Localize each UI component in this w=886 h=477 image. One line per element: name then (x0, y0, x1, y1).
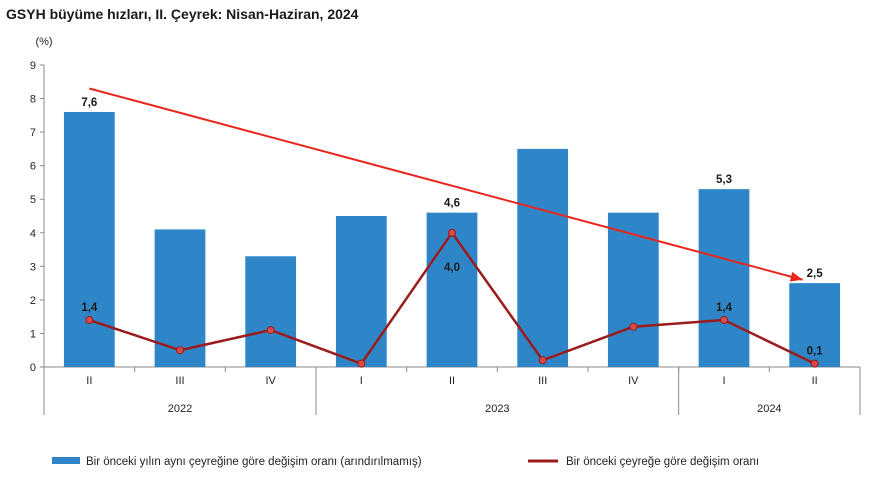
x-tick-label: I (360, 375, 363, 387)
bar-value-label: 5,3 (716, 174, 732, 186)
x-tick-label: IV (628, 375, 639, 387)
line-point (357, 359, 366, 368)
legend-label-line: Bir önceki çeyreğe göre değişim oranı (566, 456, 759, 468)
x-group-label: 2024 (757, 403, 781, 415)
x-group-label: 2022 (168, 403, 192, 415)
x-tick-label: II (86, 375, 92, 387)
bar-value-label: 2,5 (807, 268, 824, 280)
line-point (629, 322, 638, 331)
x-tick-label: II (812, 375, 818, 387)
bar (789, 283, 841, 367)
line-point (266, 326, 275, 335)
bar (63, 111, 115, 367)
trend-arrow (89, 87, 803, 282)
bar (245, 256, 297, 367)
y-tick-label: 9 (30, 60, 36, 72)
y-tick-label: 1 (30, 328, 36, 340)
legend-label-bar: Bir önceki yılın aynı çeyreğine göre değ… (86, 456, 422, 468)
legend: Bir önceki yılın aynı çeyreğine göre değ… (52, 456, 759, 468)
line-point (85, 316, 94, 325)
y-tick-label: 6 (30, 161, 36, 173)
line-point (176, 346, 184, 355)
line-point (810, 359, 819, 368)
y-tick-label: 3 (30, 261, 36, 273)
data-labels: 7,6 4,6 5,3 2,5 1,4 4,0 1,4 0,1 (81, 97, 823, 358)
y-tick-label: 0 (30, 362, 36, 374)
line-value-label: 4,0 (444, 262, 460, 274)
line-point (538, 356, 547, 365)
bar (698, 189, 750, 367)
bar-value-label: 4,6 (444, 198, 460, 210)
legend-swatch-bar (52, 457, 80, 464)
x-tick-label: III (175, 375, 184, 387)
bar (426, 212, 478, 367)
bar-value-label: 7,6 (81, 97, 97, 109)
y-tick-label: 7 (30, 127, 36, 139)
x-tick-label: II (449, 375, 455, 387)
chart-title: GSYH büyüme hızları, II. Çeyrek: Nisan-H… (6, 6, 359, 22)
bar (335, 216, 387, 367)
trend-line (89, 87, 803, 281)
y-tick-label: 8 (30, 94, 36, 106)
x-tick-label: I (722, 375, 725, 387)
y-tick-label: 2 (30, 295, 36, 307)
y-tick-label: 4 (30, 228, 36, 240)
line-point (720, 316, 728, 325)
y-tick-label: 5 (30, 194, 36, 206)
y-axis-label: (%) (35, 36, 52, 48)
line-value-label: 1,4 (716, 302, 733, 314)
line-value-label: 0,1 (807, 346, 824, 358)
bar (607, 212, 659, 367)
line-point (448, 228, 456, 237)
line-series (85, 228, 819, 368)
x-group-label: 2023 (485, 403, 509, 415)
line-value-label: 1,4 (81, 302, 98, 314)
x-tick-label: IV (265, 375, 276, 387)
bar-series (63, 111, 841, 367)
trend-arrowhead (789, 271, 803, 282)
x-tick-label: III (538, 375, 547, 387)
bar (517, 148, 569, 367)
